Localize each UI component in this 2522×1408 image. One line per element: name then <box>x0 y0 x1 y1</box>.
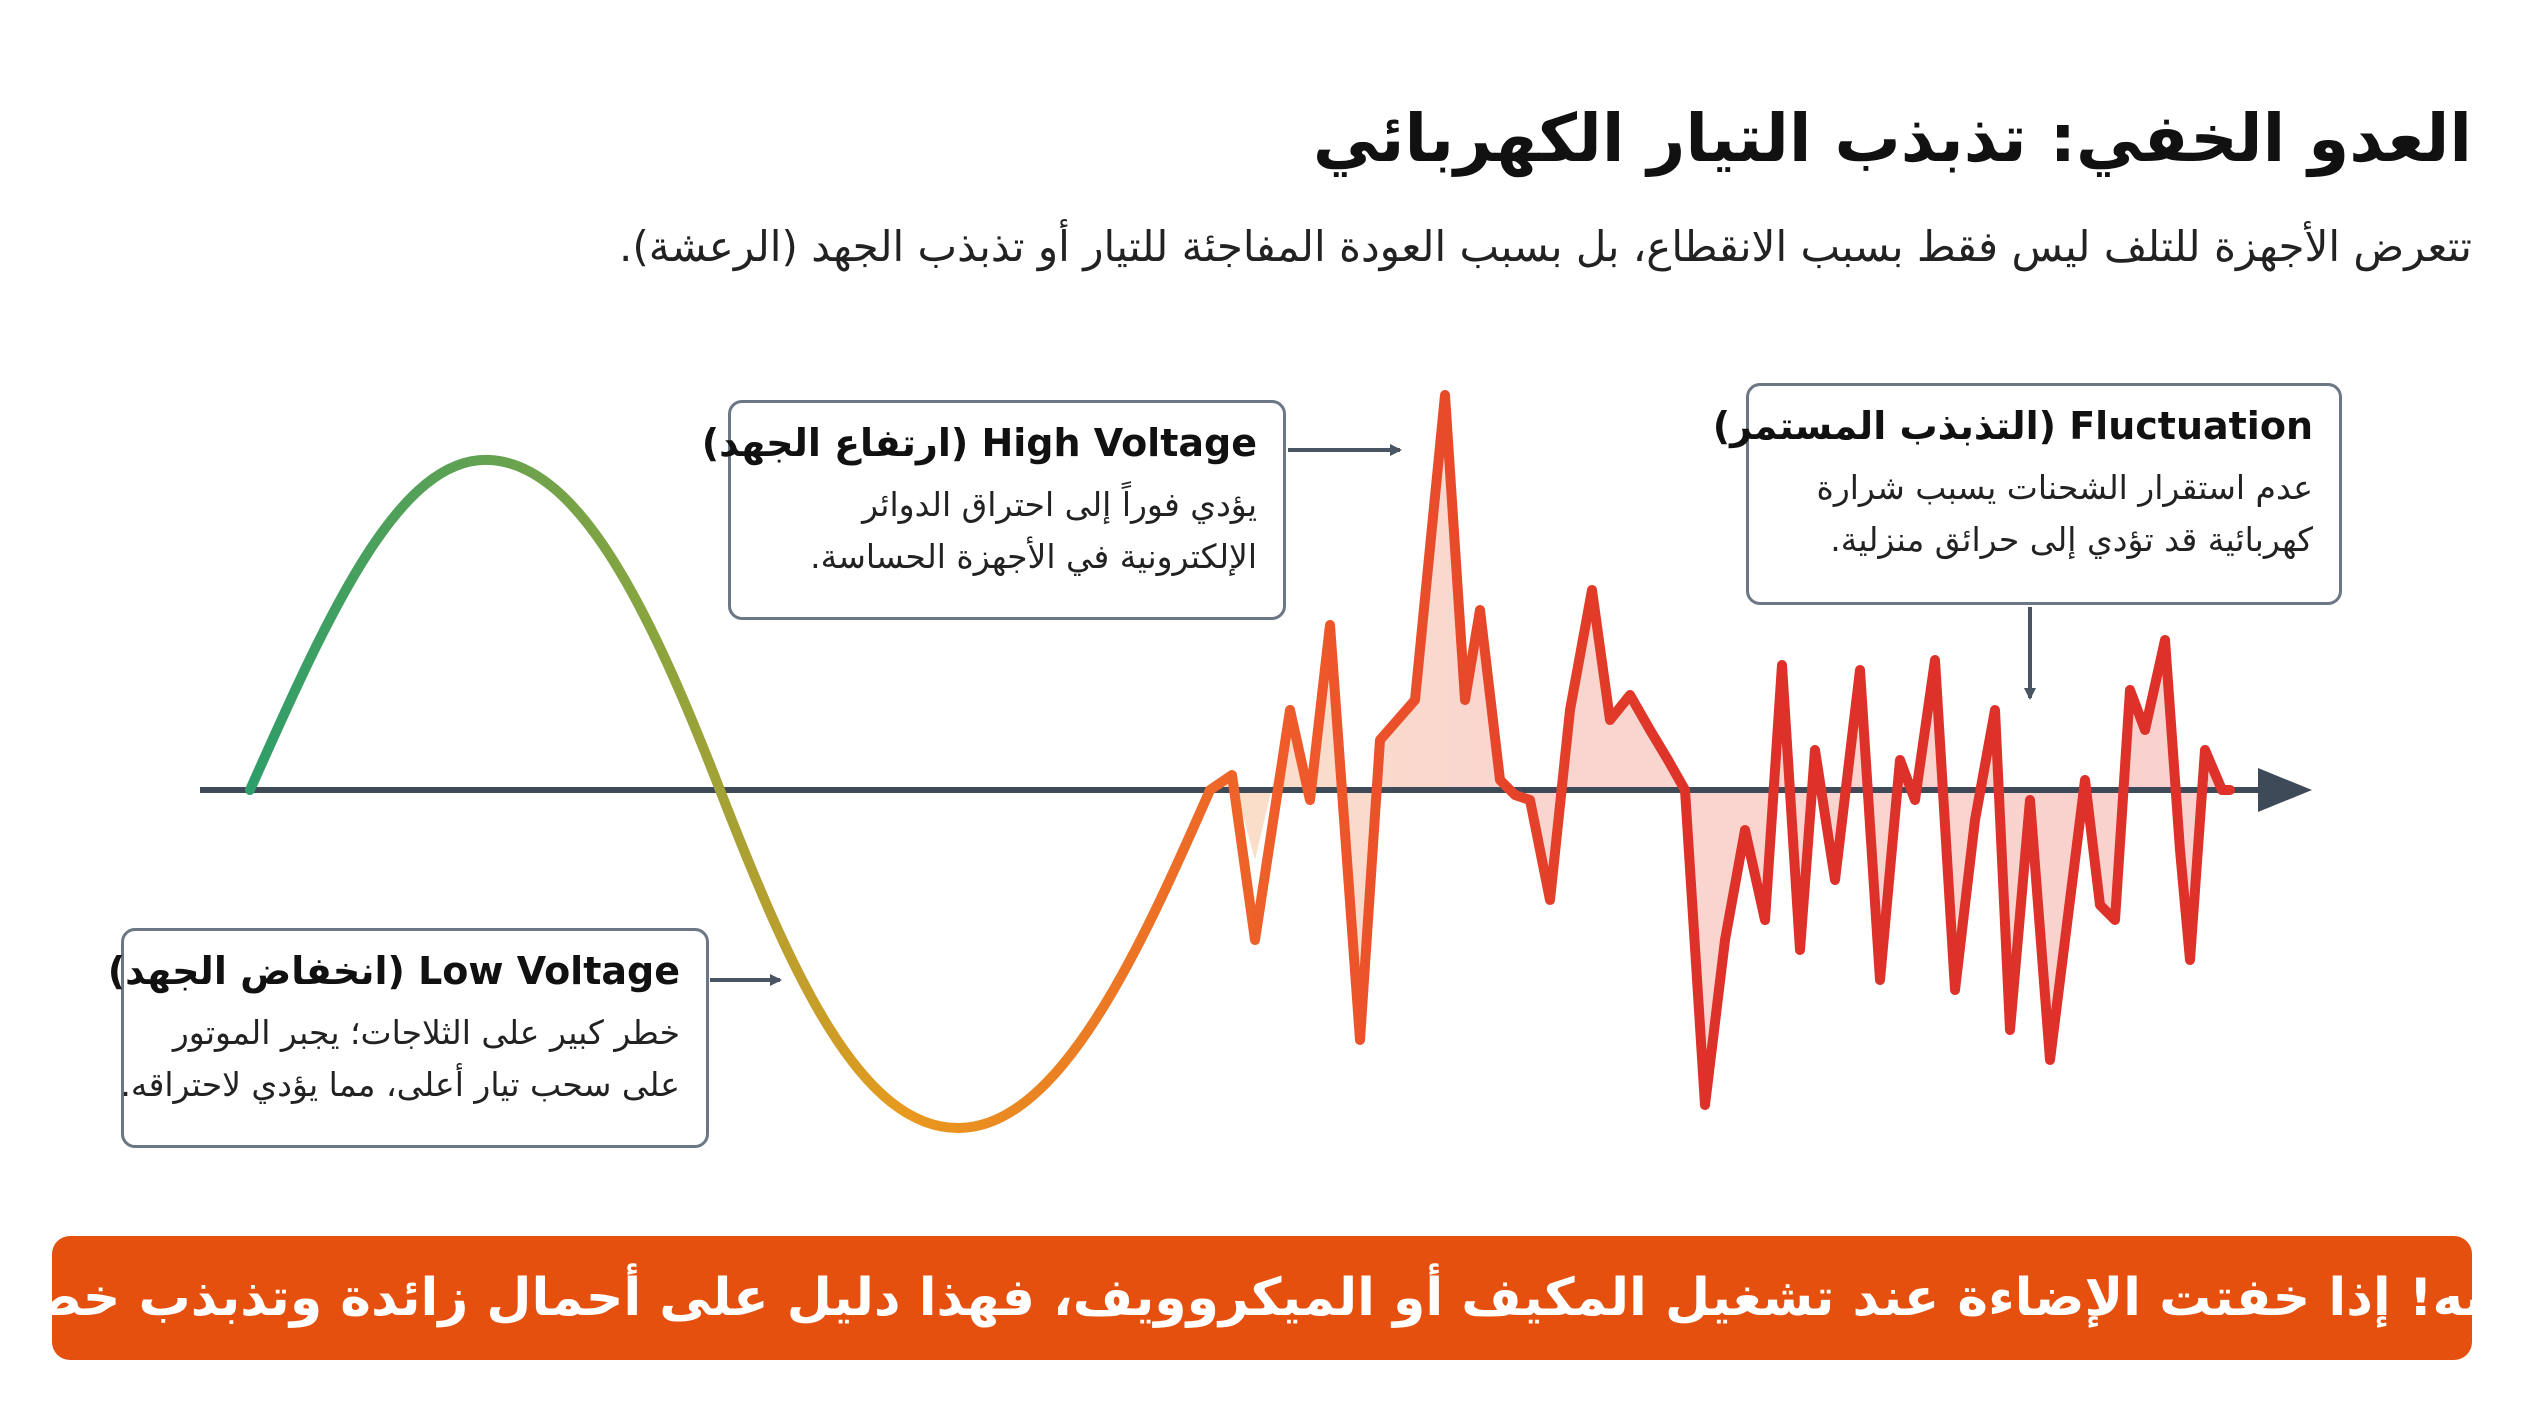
fluctuation-line-2: كهربائية قد تؤدي إلى حرائق منزلية. <box>1830 520 2313 559</box>
high-voltage-description: يؤدي فوراً إلى احتراق الدوائر الإلكتروني… <box>757 479 1257 583</box>
fluctuation-description: عدم استقرار الشحنات يسبب شرارة كهربائية … <box>1775 462 2313 566</box>
low-voltage-title: Low Voltage (انخفاض الجهد) <box>107 949 680 993</box>
low-voltage-line-2: على سحب تيار أعلى، مما يؤدي لاحتراقه. <box>120 1065 680 1104</box>
page-title: العدو الخفي: تذبذب التيار الكهربائي <box>1312 100 2472 177</box>
high-voltage-line-2: الإلكترونية في الأجهزة الحساسة. <box>810 537 1257 576</box>
fluctuation-callout: Fluctuation (التذبذب المستمر) عدم استقرا… <box>1712 383 2342 605</box>
low-voltage-line-1: خطر كبير على الثلاجات؛ يجبر الموتور <box>172 1013 680 1052</box>
page-subtitle: تتعرض الأجهزة للتلف ليس فقط بسبب الانقطا… <box>619 222 2472 271</box>
fluctuation-line-1: عدم استقرار الشحنات يسبب شرارة <box>1816 468 2313 507</box>
warning-banner: انتبه! إذا خفتت الإضاءة عند تشغيل المكيف… <box>0 1236 2522 1360</box>
low-voltage-callout: Low Voltage (انخفاض الجهد) خطر كبير على … <box>107 928 709 1148</box>
fluctuation-title: Fluctuation (التذبذب المستمر) <box>1712 404 2313 448</box>
high-voltage-callout: High Voltage (ارتفاع الجهد) يؤدي فوراً إ… <box>701 400 1286 620</box>
axis-arrowhead <box>2258 768 2312 812</box>
high-voltage-title: High Voltage (ارتفاع الجهد) <box>701 421 1257 465</box>
warning-banner-text: انتبه! إذا خفتت الإضاءة عند تشغيل المكيف… <box>0 1268 2522 1328</box>
low-voltage-description: خطر كبير على الثلاجات؛ يجبر الموتور على … <box>120 1007 680 1111</box>
high-voltage-line-1: يؤدي فوراً إلى احتراق الدوائر <box>862 485 1257 524</box>
voltage-waveform <box>245 390 2235 1134</box>
